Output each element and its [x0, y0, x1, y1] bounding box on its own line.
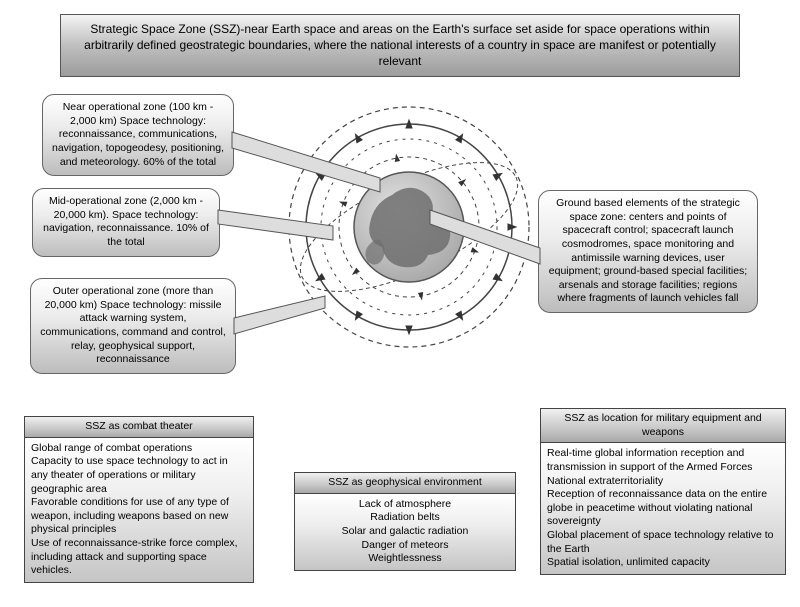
callout-near-zone: Near operational zone (100 km - 2,000 km…	[42, 94, 234, 176]
callout-ground-text: Ground based elements of the strategic s…	[549, 197, 747, 304]
orbital-diagram	[282, 100, 537, 355]
panel-military-equipment: SSZ as location for military equipment a…	[540, 408, 786, 575]
callout-ground-elements: Ground based elements of the strategic s…	[538, 190, 758, 313]
header-box: Strategic Space Zone (SSZ)-near Earth sp…	[60, 14, 740, 77]
callout-outer-zone: Outer operational zone (more than 20,000…	[30, 278, 236, 374]
panel-mil-body: Real-time global information reception a…	[541, 443, 785, 574]
panel-combat-title: SSZ as combat theater	[25, 417, 253, 438]
panel-geophysical: SSZ as geophysical environment Lack of a…	[294, 472, 516, 571]
panel-combat-body: Global range of combat operationsCapacit…	[25, 438, 253, 582]
panel-geo-body: Lack of atmosphereRadiation beltsSolar a…	[295, 494, 515, 570]
panel-mil-title: SSZ as location for military equipment a…	[541, 409, 785, 443]
callout-mid-zone: Mid-operational zone (2,000 km - 20,000 …	[32, 188, 220, 257]
callout-outer-text: Outer operational zone (more than 20,000…	[40, 285, 226, 365]
header-text: Strategic Space Zone (SSZ)-near Earth sp…	[84, 22, 716, 68]
panel-combat-theater: SSZ as combat theater Global range of co…	[24, 416, 254, 583]
callout-near-text: Near operational zone (100 km - 2,000 km…	[52, 101, 224, 168]
panel-geo-title: SSZ as geophysical environment	[295, 473, 515, 494]
callout-mid-text: Mid-operational zone (2,000 km - 20,000 …	[43, 195, 209, 248]
